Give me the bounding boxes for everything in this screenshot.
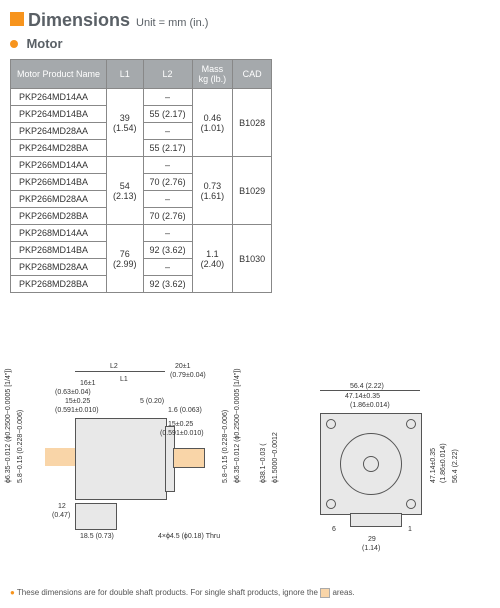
dim-15: 15±0.25	[65, 398, 90, 405]
dim-phi1.5: ϕ1.5000−0.0012	[272, 383, 279, 483]
dim-phi6-left: ϕ6.35−0.012 (ϕ0.2500−0.0005 [1/4"])	[5, 333, 12, 483]
unit-label: Unit = mm (in.)	[136, 17, 208, 29]
dim-20b: (0.79±0.04)	[170, 372, 206, 379]
cell-l2: 92 (3.62)	[143, 242, 192, 259]
cell-name: PKP264MD14BA	[11, 106, 107, 123]
dim-16: 16±1	[80, 380, 96, 387]
cell-name: PKP266MD14AA	[11, 157, 107, 174]
cell-l2: 92 (3.62)	[143, 276, 192, 293]
dim-18.5: 18.5 (0.73)	[80, 533, 114, 540]
dim-12b: (0.47)	[52, 512, 70, 519]
cell-l1: 54(2.13)	[107, 157, 144, 225]
cell-name: PKP266MD28AA	[11, 191, 107, 208]
dim-29b: (1.14)	[362, 545, 380, 552]
connector-box	[75, 503, 117, 530]
cell-cad: B1029	[233, 157, 272, 225]
hole-icon	[406, 419, 416, 429]
dim-15r: 15±0.25	[168, 421, 193, 428]
cell-name: PKP264MD14AA	[11, 89, 107, 106]
dim-5.8-left: 5.8−0.15 (0.228−0.006)	[17, 363, 24, 483]
table-header-row: Motor Product Name L1 L2 Masskg (lb.) CA…	[11, 60, 272, 89]
col-cad: CAD	[233, 60, 272, 89]
dim-15b: (0.591±0.010)	[55, 407, 99, 414]
cell-name: PKP268MD14AA	[11, 225, 107, 242]
cell-name: PKP266MD28BA	[11, 208, 107, 225]
col-l2: L2	[143, 60, 192, 89]
dim-47b-side: (1.86±0.014)	[440, 413, 447, 483]
connector-front	[350, 513, 402, 527]
dim-16b: (0.63±0.04)	[55, 389, 91, 396]
dim-5: 5 (0.20)	[140, 398, 164, 405]
dim-47-top: 47.14±0.35	[345, 393, 380, 400]
shaft-highlight-left	[45, 448, 75, 466]
section-marker	[10, 40, 18, 48]
dim-line	[75, 371, 165, 372]
dim-20: 20±1	[175, 363, 191, 370]
dim-thru: 4×ϕ4.5 (ϕ0.18) Thru	[158, 533, 220, 540]
col-name: Motor Product Name	[11, 60, 107, 89]
cell-l2: 55 (2.17)	[143, 140, 192, 157]
cell-l2: –	[143, 123, 192, 140]
cell-name: PKP264MD28BA	[11, 140, 107, 157]
section-label: Motor	[26, 36, 62, 51]
page-title: Dimensions	[28, 10, 130, 31]
cell-name: PKP266MD14BA	[11, 174, 107, 191]
cell-name: PKP264MD28AA	[11, 123, 107, 140]
motor-shaft-circle	[363, 456, 379, 472]
dim-phi38: ϕ38.1−0.03 (	[260, 403, 267, 483]
dim-1: 1	[408, 526, 412, 533]
cell-l2: –	[143, 225, 192, 242]
motor-table: Motor Product Name L1 L2 Masskg (lb.) CA…	[10, 59, 272, 293]
cell-mass: 0.46(1.01)	[192, 89, 233, 157]
dim-47-side: 47.14±0.35	[430, 413, 437, 483]
cell-l2: –	[143, 157, 192, 174]
footnote-text1: These dimensions are for double shaft pr…	[17, 588, 320, 597]
cell-cad: B1030	[233, 225, 272, 293]
dim-12: 12	[58, 503, 66, 510]
motor-body-side	[75, 418, 167, 500]
shaft-right	[173, 448, 205, 468]
cell-mass: 1.1(2.40)	[192, 225, 233, 293]
col-l1: L1	[107, 60, 144, 89]
bullet-icon: ●	[10, 588, 15, 597]
cell-mass: 0.73(1.61)	[192, 157, 233, 225]
dim-line	[320, 390, 420, 391]
footnote: ● These dimensions are for double shaft …	[10, 588, 490, 598]
cell-l2: 70 (2.76)	[143, 208, 192, 225]
cell-l1: 76(2.99)	[107, 225, 144, 293]
dim-56.4-top: 56.4 (2.22)	[350, 383, 384, 390]
hole-icon	[326, 419, 336, 429]
cell-name: PKP268MD28BA	[11, 276, 107, 293]
cell-l2: –	[143, 259, 192, 276]
dim-1.6: 1.6 (0.063)	[168, 407, 202, 414]
hole-icon	[326, 499, 336, 509]
title-bar: Dimensions Unit = mm (in.)	[10, 10, 490, 31]
cell-l2: –	[143, 191, 192, 208]
cell-l1: 39(1.54)	[107, 89, 144, 157]
dim-29: 29	[368, 536, 376, 543]
hole-icon	[406, 499, 416, 509]
dim-l2: L2	[110, 363, 118, 370]
dim-56.4-side: 56.4 (2.22)	[452, 423, 459, 483]
highlight-swatch-icon	[320, 588, 330, 598]
cell-name: PKP268MD14BA	[11, 242, 107, 259]
dim-47b-top: (1.86±0.014)	[350, 402, 390, 409]
footnote-text2: areas.	[332, 588, 354, 597]
cell-name: PKP268MD28AA	[11, 259, 107, 276]
dim-15rb: (0.591±0.010)	[160, 430, 204, 437]
cell-l2: 55 (2.17)	[143, 106, 192, 123]
cell-cad: B1028	[233, 89, 272, 157]
cell-l2: –	[143, 89, 192, 106]
cell-l2: 70 (2.76)	[143, 174, 192, 191]
dim-l1: L1	[120, 376, 128, 383]
dim-6: 6	[332, 526, 336, 533]
title-marker	[10, 12, 24, 26]
dim-5.8-right: 5.8−0.15 (0.228−0.006)	[222, 363, 229, 483]
section-header: Motor	[10, 35, 490, 53]
dimension-diagram: L2 L1 20±1 (0.79±0.04) 16±1 (0.63±0.04) …	[10, 308, 490, 583]
dim-phi6-right: ϕ6.35−0.012 (ϕ0.2500−0.0005 [1/4"])	[234, 333, 241, 483]
col-mass: Masskg (lb.)	[192, 60, 233, 89]
